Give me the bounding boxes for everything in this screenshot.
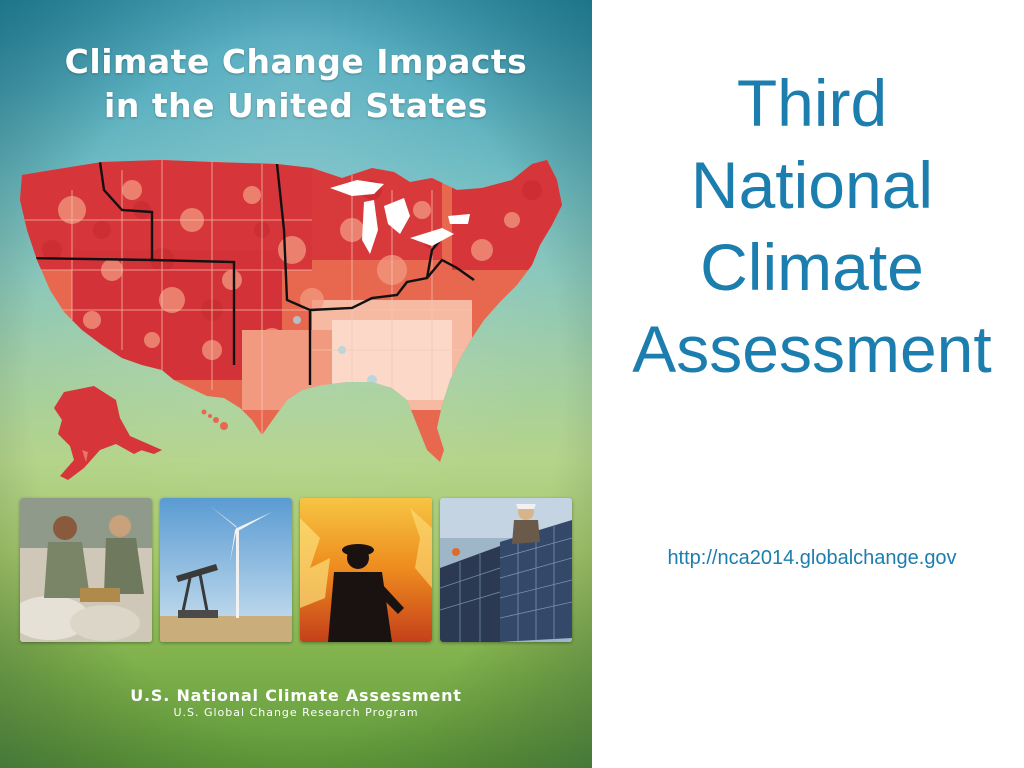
cover-title-line-1: Climate Change Impacts	[64, 42, 528, 81]
assessment-url-link[interactable]: http://nca2014.globalchange.gov	[667, 547, 957, 569]
cover-title: Climate Change Impacts in the United Sta…	[0, 40, 592, 128]
cover-footer: U.S. National Climate Assessment U.S. Gl…	[0, 686, 592, 720]
us-climate-map	[20, 160, 562, 480]
heading-line-3: Climate	[700, 230, 924, 304]
report-cover-image: Climate Change Impacts in the United Sta…	[0, 0, 592, 768]
heading-line-1: Third	[736, 66, 888, 140]
cover-title-line-2: in the United States	[104, 86, 488, 125]
cover-footer-subtitle: U.S. Global Change Research Program	[173, 706, 419, 719]
photo-sandbag-workers	[20, 498, 152, 642]
heading-line-4: Assessment	[632, 312, 992, 386]
photo-solar-panel-installer	[440, 498, 572, 642]
heading-line-2: National	[690, 148, 934, 222]
cover-photo-strip	[20, 498, 572, 648]
slide-heading: Third National Climate Assessment	[600, 62, 1024, 390]
photo-oil-pump-wind-turbine	[160, 498, 292, 642]
great-lakes	[330, 180, 470, 254]
map-hawaii	[201, 409, 228, 430]
photo-firefighter-wildfire	[300, 498, 432, 642]
map-alaska	[54, 386, 162, 480]
cover-footer-title: U.S. National Climate Assessment	[130, 686, 462, 705]
